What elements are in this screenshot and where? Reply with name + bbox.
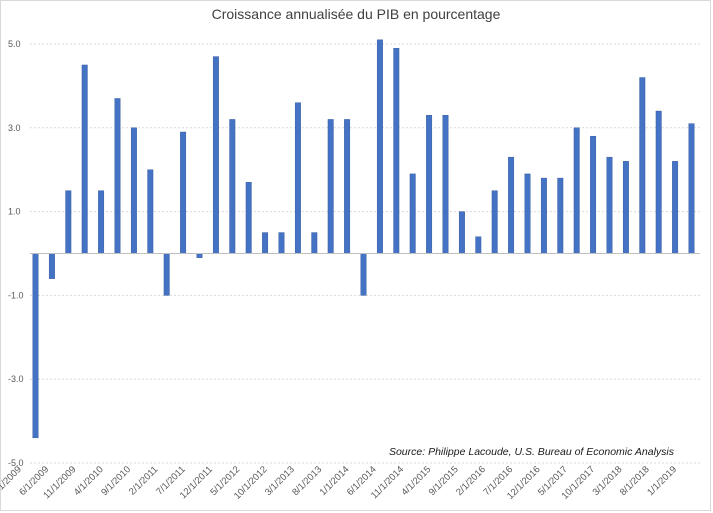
bars: [32, 39, 695, 439]
bar-4-1-2009: [48, 253, 55, 279]
bar-7-1-2009: [65, 190, 72, 254]
bar-7-1-2012: [262, 232, 269, 254]
x-axis-ticks: 1/1/20096/1/200911/1/20094/1/20109/1/201…: [0, 464, 679, 502]
bar-1-1-2012: [229, 119, 236, 254]
chart-title: Croissance annualisée du PIB en pourcent…: [212, 6, 501, 22]
bar-1-1-2011: [163, 253, 170, 296]
bar-1-1-2014: [360, 253, 367, 296]
bar-10-1-2017: [606, 156, 613, 254]
bar-7-1-2014: [393, 47, 400, 254]
x-tick-label: 1/1/2019: [645, 464, 679, 498]
y-tick-label: 5.0: [8, 39, 21, 49]
bar-4-1-2012: [245, 182, 252, 254]
x-tick-label: 2/1/2011: [127, 464, 160, 497]
bar-7-1-2013: [327, 119, 334, 254]
bar-4-1-2013: [311, 232, 318, 254]
bar-10-1-2014: [409, 173, 416, 254]
bar-7-1-2011: [196, 253, 203, 258]
bar-4-1-2018: [639, 77, 646, 254]
y-tick-label: -1.0: [8, 290, 24, 300]
bar-1-1-2016: [491, 190, 498, 254]
bar-10-1-2009: [81, 64, 88, 254]
bar-4-1-2014: [376, 39, 383, 254]
bar-1-1-2019: [688, 123, 695, 254]
bar-4-1-2010: [114, 98, 121, 254]
y-tick-label: 3.0: [8, 123, 21, 133]
bar-10-1-2011: [212, 56, 219, 254]
bar-4-1-2011: [180, 131, 187, 254]
bar-10-1-2015: [475, 236, 482, 254]
bar-10-1-2018: [672, 161, 679, 254]
bar-1-1-2010: [98, 190, 105, 254]
y-tick-label: 1.0: [8, 207, 21, 217]
bar-1-1-2015: [426, 115, 433, 254]
bar-10-1-2012: [278, 232, 285, 254]
x-tick-label: 9/1/2010: [99, 464, 133, 498]
y-tick-label: -5.0: [8, 458, 24, 468]
y-axis-ticks: 5.0 3.0 1.0 -1.0 -3.0 -5.0: [8, 39, 24, 468]
bar-7-1-2016: [524, 173, 531, 254]
bar-4-1-2016: [508, 156, 515, 254]
bar-10-1-2010: [147, 169, 154, 254]
bar-4-1-2015: [442, 115, 449, 254]
bar-7-1-2015: [458, 211, 465, 254]
bar-1-1-2017: [557, 177, 564, 254]
bar-7-1-2010: [130, 127, 137, 254]
y-tick-label: -3.0: [8, 374, 24, 384]
bar-4-1-2017: [573, 127, 580, 254]
bar-1-1-2013: [294, 102, 301, 254]
bar-10-1-2016: [540, 177, 547, 254]
bar-7-1-2017: [590, 135, 597, 254]
bar-7-1-2018: [655, 110, 662, 254]
bar-1-1-2009: [32, 253, 39, 439]
bar-1-1-2018: [622, 161, 629, 254]
bar-10-1-2013: [344, 119, 351, 254]
source-annotation: Source: Philippe Lacoude, U.S. Bureau of…: [389, 446, 675, 458]
